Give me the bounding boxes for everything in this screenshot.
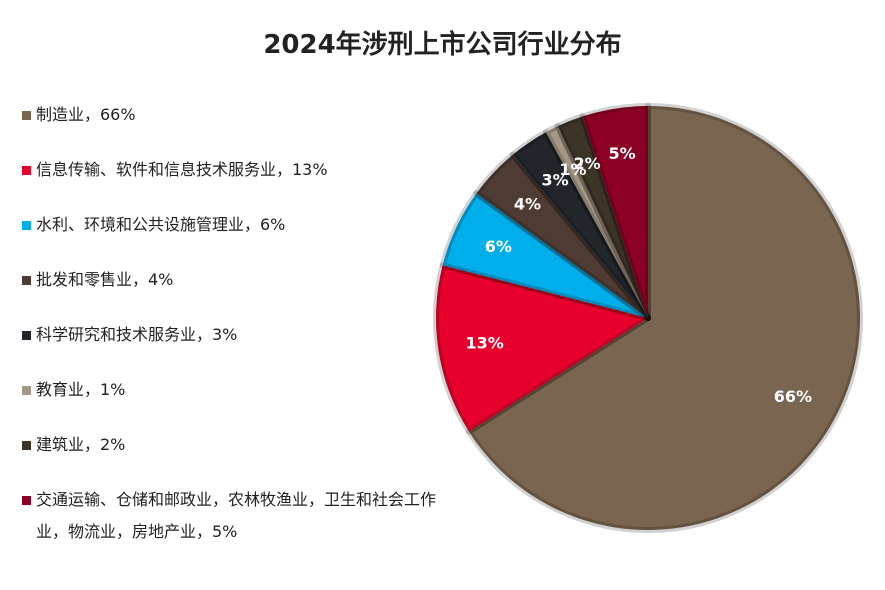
slice-label: 66% [774, 387, 812, 406]
legend-label: 水利、环境和公共设施管理业，6% [36, 215, 286, 234]
legend-item: 制造业，66% [22, 99, 442, 131]
slice-label: 2% [574, 154, 601, 173]
legend-label: 制造业，66% [36, 105, 136, 124]
pie-slice [509, 129, 651, 321]
pie-slice [473, 151, 651, 321]
legend-item: 交通运输、仓储和邮政业，农林牧渔业，卫生和社会工作业，物流业，房地产业，5% [22, 484, 442, 548]
legend-label: 建筑业，2% [36, 435, 126, 454]
pie-slice [542, 123, 651, 321]
legend-swatch [22, 276, 31, 285]
legend-label: 信息传输、软件和信息技术服务业，13% [36, 160, 328, 179]
slice-label: 6% [485, 237, 512, 256]
pie-slice [579, 103, 651, 321]
legend-label: 科学研究和技术服务业，3% [36, 325, 238, 344]
legend-item: 科学研究和技术服务业，3% [22, 319, 442, 351]
legend-swatch [22, 221, 31, 230]
legend-swatch [22, 331, 31, 340]
legend-item: 信息传输、软件和信息技术服务业，13% [22, 154, 442, 186]
legend-item: 建筑业，2% [22, 429, 442, 461]
legend-swatch [22, 111, 31, 120]
legend-swatch [22, 496, 31, 505]
chart-title: 2024年涉刑上市公司行业分布 [263, 30, 622, 60]
slice-label: 3% [541, 171, 568, 190]
legend-swatch [22, 441, 31, 450]
legend-label: 教育业，1% [36, 380, 126, 399]
legend-label: 批发和零售业，4% [36, 270, 174, 289]
legend-label: 交通运输、仓储和邮政业，农林牧渔业，卫生和社会工作业，物流业，房地产业，5% [36, 490, 437, 541]
slice-label: 5% [609, 144, 636, 163]
slice-label: 1% [559, 160, 586, 179]
pie-slice [466, 103, 863, 533]
pie-slice [433, 262, 651, 435]
slice-label: 4% [514, 194, 541, 213]
legend-item: 教育业，1% [22, 374, 442, 406]
pie-slice [554, 113, 651, 321]
pie-slice [439, 190, 651, 321]
legend-swatch [22, 166, 31, 175]
slice-label: 13% [466, 333, 504, 352]
legend-item: 水利、环境和公共设施管理业，6% [22, 209, 442, 241]
legend-swatch [22, 386, 31, 395]
legend-item: 批发和零售业，4% [22, 264, 442, 296]
